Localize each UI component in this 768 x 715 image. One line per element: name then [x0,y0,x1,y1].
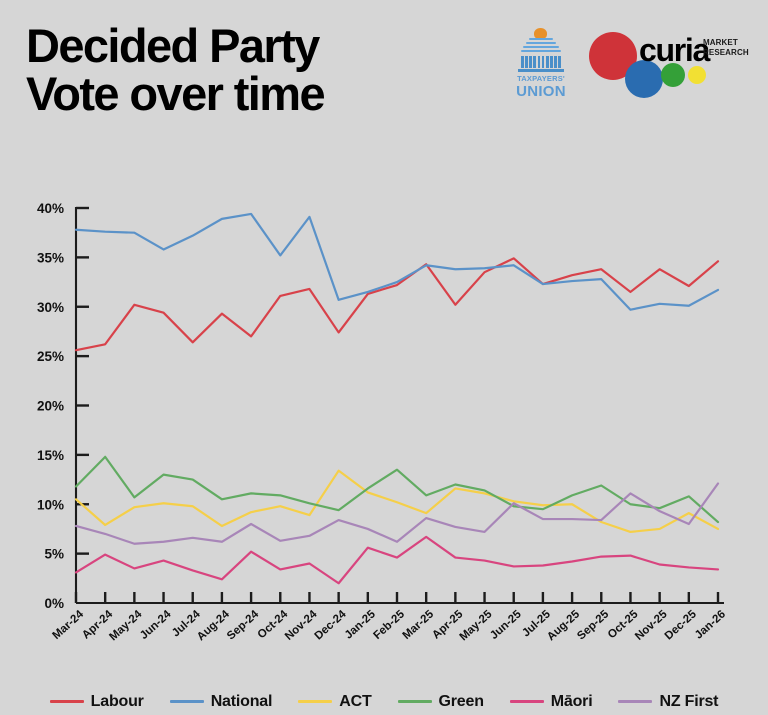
y-tick-label: 5% [44,547,64,562]
legend-item-māori[interactable]: Māori [509,692,593,711]
x-tick-label: Mar-25 [401,608,437,642]
building-tier-4 [521,50,561,53]
series-line-labour [74,257,720,352]
x-axis [74,592,724,605]
y-tick-label: 40% [37,201,64,216]
legend-swatch-icon [509,700,544,703]
y-axis [74,206,89,603]
legend-swatch-icon [397,700,432,703]
page-title-line-2: Vote over time [26,67,326,121]
y-tick-label: 20% [37,399,64,414]
curia-subtitle: MARKET RESEARCH [703,38,749,58]
building-tier-2 [526,42,556,45]
building-tier-1 [529,38,553,41]
y-tick-label: 15% [37,448,64,463]
taxpayers-union-word-1: TAXPAYERS' [517,74,565,83]
legend-item-labour[interactable]: Labour [49,692,144,711]
taxpayers-union-word-2: UNION [516,83,566,100]
taxpayers-union-logo: TAXPAYERS' UNION [513,28,569,104]
legend-label: Labour [90,692,144,710]
chart-canvas: 0% 5% 10% 15% 20% 25% 30% 35% 40% Mar-24Apr-24Ma… [37,201,728,643]
x-tick-label: Aug-24 [195,608,232,643]
y-tick-label: 30% [37,300,64,315]
x-tick-label: Mar-24 [50,608,86,642]
legend-label: National [210,692,273,710]
series-line-act [74,469,720,533]
y-axis-tick-labels: 0% 5% 10% 15% 20% 25% 30% 35% 40% [37,201,64,611]
legend-swatch-icon [49,700,84,703]
page-title: Decided Party Vote over time [26,19,486,121]
curia-subtitle-line-1: MARKET [703,38,738,47]
building-base [518,69,564,72]
x-tick-label: Jun-25 [488,608,524,642]
x-tick-label: May-24 [107,608,144,643]
legend-label: ACT [339,692,372,710]
series-line-nz-first [74,482,720,545]
header: Decided Party Vote over time TAXPAYERS' … [0,0,768,180]
x-tick-label: Aug-25 [545,608,582,643]
legend-swatch-icon [298,700,333,703]
x-tick-label: Jan-25 [343,608,379,642]
curia-subtitle-line-2: RESEARCH [703,48,749,57]
x-tick-label: Dec-25 [663,608,700,643]
legend-swatch-icon [618,700,653,703]
legend-item-national[interactable]: National [169,692,273,711]
page-title-line-1: Decided Party [26,19,320,72]
curia-dot-blue-icon [625,60,663,98]
capitol-dome-icon [534,28,547,39]
building-columns [521,56,561,68]
y-tick-label: 25% [37,349,64,364]
x-tick-label: Sep-25 [575,608,612,643]
curia-wordmark: curia [639,32,710,68]
y-tick-label: 0% [44,596,64,611]
legend-label: Māori [550,692,593,710]
x-tick-label: Nov-25 [633,608,670,643]
x-tick-label: Dec-24 [313,608,350,643]
x-tick-label: Jun-24 [138,608,174,642]
chart-legend: Labour National ACT Green Māori NZ First [0,688,768,715]
legend-label: Green [438,692,484,710]
curia-dot-green-icon [661,63,685,87]
legend-item-nz-first[interactable]: NZ First [618,692,719,711]
y-tick-label: 10% [37,497,64,512]
legend-item-green[interactable]: Green [397,692,484,711]
x-tick-label: Nov-24 [283,608,320,643]
legend-item-act[interactable]: ACT [298,692,372,711]
x-axis-tick-labels: Mar-24Apr-24May-24Jun-24Jul-24Aug-24Sep-… [50,608,728,643]
legend-label: NZ First [659,692,719,710]
curia-logo: curia MARKET RESEARCH [589,30,754,98]
x-tick-label: Jan-26 [693,608,728,641]
x-tick-label: Feb-25 [371,608,407,642]
y-tick-label: 35% [37,250,64,265]
building-tier-3 [523,46,559,49]
series-line-māori [74,535,720,585]
line-chart: 0% 5% 10% 15% 20% 25% 30% 35% 40% Mar-24 Apr-24 Ma… [0,180,768,680]
x-tick-label: Sep-24 [225,608,262,643]
curia-dot-yellow-icon [688,66,706,84]
legend-swatch-icon [169,700,204,703]
series-line-national [74,212,720,311]
x-tick-label: May-25 [458,608,495,643]
series-line-green [74,455,720,524]
series-lines [74,212,720,585]
